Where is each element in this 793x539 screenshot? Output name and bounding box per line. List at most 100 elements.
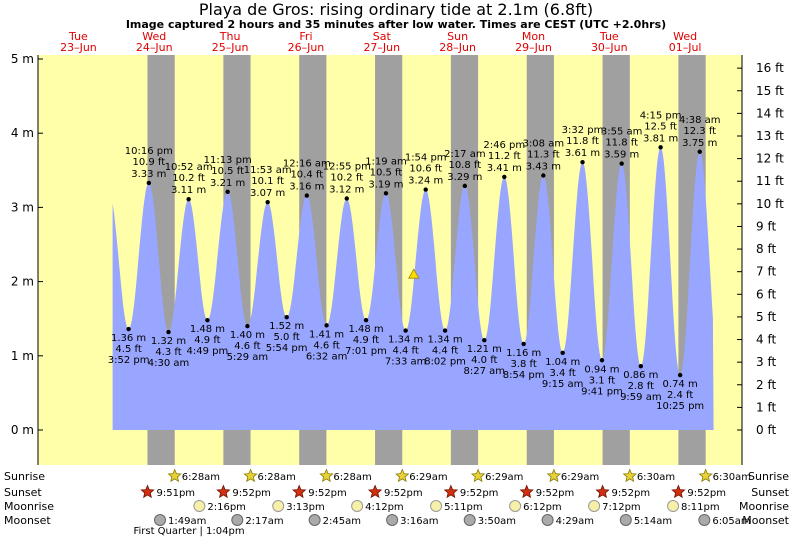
- day-name: Fri: [299, 30, 312, 43]
- tide-m: 1.36 m: [111, 333, 146, 344]
- tide-point: [482, 338, 487, 343]
- moonset-icon: [231, 514, 244, 526]
- tide-m: 1.41 m: [309, 329, 344, 340]
- tide-ft: 4.0 ft: [471, 355, 497, 366]
- tide-time: 6:32 am: [306, 351, 348, 362]
- tide-m: 3.33 m: [131, 169, 166, 180]
- tide-time: 1:54 pm: [405, 153, 447, 164]
- day-name: Wed: [142, 30, 166, 43]
- tide-ft: 4.6 ft: [313, 340, 339, 351]
- tide-time: 7:01 pm: [345, 346, 387, 357]
- tide-point: [166, 329, 171, 335]
- tide-ft: 11.8 ft: [605, 138, 638, 149]
- right-tick-label: 12 ft: [756, 152, 784, 166]
- sunset-time: 9:52pm: [308, 488, 347, 499]
- tide-time: 3:08 am: [523, 138, 565, 149]
- sunset-time: 9:52pm: [232, 488, 271, 499]
- day-date: 23–Jun: [60, 41, 97, 54]
- tide-point: [304, 193, 310, 198]
- tide-time: 2:46 pm: [483, 140, 525, 151]
- right-tick-label: 11 ft: [756, 174, 784, 188]
- moonset-icon: [541, 514, 554, 526]
- tide-point: [186, 197, 191, 202]
- tide-ft: 4.5 ft: [115, 344, 141, 355]
- tide-point: [126, 326, 131, 332]
- sunset-time: 9:52pm: [460, 488, 499, 499]
- right-tick-label: 16 ft: [756, 61, 784, 75]
- tide-m: 3.11 m: [171, 185, 206, 196]
- sunrise-icon: [243, 468, 258, 483]
- tide-m: 1.34 m: [388, 335, 423, 346]
- sunrise-row-label-right: Sunrise: [748, 470, 789, 483]
- tide-point: [697, 149, 702, 154]
- tide-time: 12:55 pm: [323, 161, 371, 172]
- tide-m: 3.21 m: [210, 178, 245, 189]
- tide-m: 3.29 m: [447, 172, 482, 183]
- moonrise-row-label-right: Moonrise: [739, 500, 789, 513]
- left-tick-label: 5 m: [11, 52, 34, 66]
- tide-ft: 4.9 ft: [194, 335, 220, 346]
- tide-point: [284, 315, 289, 320]
- tide-point: [205, 317, 210, 323]
- left-tick-label: 3 m: [11, 200, 34, 214]
- sunrise-icon: [167, 468, 182, 483]
- sunrise-icon: [470, 468, 486, 483]
- sunrise-time: 6:28am: [258, 472, 296, 483]
- tide-ft: 4.4 ft: [392, 346, 418, 357]
- tide-ft: 3.8 ft: [510, 359, 536, 370]
- tide-m: 1.32 m: [151, 336, 186, 347]
- sunset-icon: [367, 484, 383, 499]
- tide-time: 3:55 am: [601, 127, 643, 138]
- sunset-time: 9:52pm: [384, 488, 423, 499]
- right-tick-label: 14 ft: [756, 106, 784, 120]
- moonset-icon: [463, 514, 476, 526]
- moonset-time: 3:50am: [478, 516, 516, 527]
- tide-ft: 11.3 ft: [527, 149, 560, 160]
- moonset-time: 4:29am: [556, 516, 594, 527]
- sunset-time: 9:51pm: [156, 488, 195, 499]
- tide-time: 3:52 pm: [108, 355, 150, 366]
- tide-m: 1.34 m: [427, 335, 462, 346]
- tide-m: 1.04 m: [545, 357, 580, 368]
- left-tick-label: 4 m: [11, 126, 34, 140]
- sunrise-row-label-left: Sunrise: [4, 470, 45, 483]
- day-name: Tue: [599, 30, 619, 43]
- tide-point: [619, 161, 624, 166]
- tide-ft: 10.8 ft: [448, 160, 481, 171]
- tide-ft: 4.6 ft: [234, 341, 260, 352]
- tide-time: 9:15 am: [542, 379, 584, 390]
- tide-ft: 5.0 ft: [273, 332, 299, 343]
- tide-ft: 4.9 ft: [353, 335, 379, 346]
- tide-ft: 11.2 ft: [488, 151, 521, 162]
- right-tick-label: 1 ft: [756, 400, 776, 414]
- tide-ft: 4.3 ft: [155, 347, 181, 358]
- tide-time: 12:16 am: [283, 159, 331, 170]
- sunrise-time: 6:30am: [713, 472, 751, 483]
- sunrise-icon: [319, 468, 334, 483]
- sunrise-icon: [698, 468, 713, 483]
- tide-time: 4:15 pm: [640, 110, 682, 121]
- tide-time: 5:54 pm: [266, 343, 308, 354]
- sunset-row-label-right: Sunset: [751, 486, 789, 499]
- tide-time: 10:52 am: [165, 162, 213, 173]
- moonrise-icon: [509, 500, 522, 512]
- tide-area: [112, 147, 714, 431]
- day-name: Sat: [373, 30, 392, 43]
- axes: 0 m 1 m 2 m 3 m 4 m 5 m 0 ft 1 ft 2 ft 3 ft 4 ft 5 …: [11, 30, 784, 465]
- tide-ft: 11.8 ft: [566, 136, 599, 147]
- right-tick-label: 13 ft: [756, 129, 784, 143]
- left-tick-label: 0 m: [11, 423, 34, 437]
- tide-ft: 10.1 ft: [251, 176, 284, 187]
- tide-ft: 3.1 ft: [589, 375, 615, 386]
- day-name: Wed: [673, 30, 697, 43]
- tide-ft: 2.4 ft: [667, 390, 693, 401]
- tide-m: 1.40 m: [230, 330, 265, 341]
- tide-point: [383, 191, 389, 196]
- sunset-icon: [671, 484, 686, 499]
- tide-time: 2:17 am: [444, 149, 486, 160]
- tide-point: [462, 183, 468, 189]
- sunrise-time: 6:28am: [182, 472, 220, 483]
- tide-m: 3.19 m: [368, 179, 403, 190]
- right-tick-label: 8 ft: [756, 242, 776, 256]
- sunset-icon: [443, 484, 459, 499]
